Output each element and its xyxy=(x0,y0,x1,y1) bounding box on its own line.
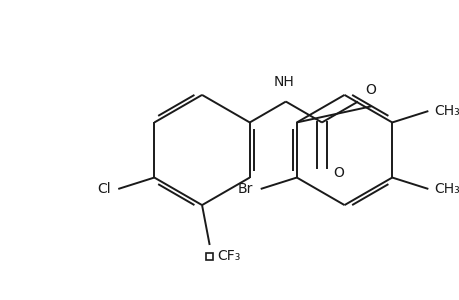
Text: Br: Br xyxy=(237,182,252,196)
Text: CF₃: CF₃ xyxy=(217,249,240,263)
Bar xyxy=(206,253,213,260)
Text: CH₃: CH₃ xyxy=(433,104,459,118)
Text: O: O xyxy=(365,83,376,97)
Text: Cl: Cl xyxy=(97,182,111,196)
Text: CH₃: CH₃ xyxy=(433,182,459,196)
Text: O: O xyxy=(333,166,343,180)
Text: NH: NH xyxy=(273,75,294,89)
